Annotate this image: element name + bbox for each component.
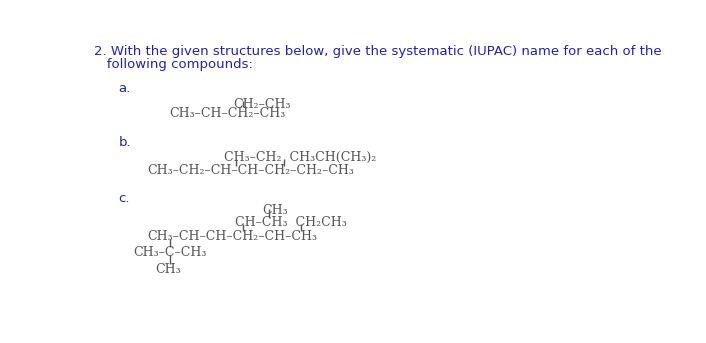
- Text: following compounds:: following compounds:: [94, 58, 253, 71]
- Text: 2. With the given structures below, give the systematic (IUPAC) name for each of: 2. With the given structures below, give…: [94, 45, 662, 58]
- Text: CH₃–CH–CH₂–CH₃: CH₃–CH–CH₂–CH₃: [169, 107, 285, 120]
- Text: c.: c.: [119, 192, 130, 205]
- Text: b.: b.: [119, 136, 131, 149]
- Text: CH₃–CH₂–CH–CH–CH₂–CH₂–CH₃: CH₃–CH₂–CH–CH–CH₂–CH₂–CH₃: [148, 165, 354, 177]
- Text: CH₃: CH₃: [155, 263, 181, 276]
- Text: CH₃: CH₃: [262, 204, 288, 216]
- Text: CH₃–CH–CH–CH₂–CH–CH₃: CH₃–CH–CH–CH₂–CH–CH₃: [148, 230, 317, 243]
- Text: CH–CH₃  CH₂CH₃: CH–CH₃ CH₂CH₃: [235, 216, 347, 229]
- Text: CH₂–CH₃: CH₂–CH₃: [233, 98, 291, 111]
- Text: a.: a.: [119, 82, 131, 95]
- Text: CH₃–CH₂  CH₃CH(CH₃)₂: CH₃–CH₂ CH₃CH(CH₃)₂: [224, 151, 376, 164]
- Text: CH₃–C–CH₃: CH₃–C–CH₃: [133, 246, 207, 259]
